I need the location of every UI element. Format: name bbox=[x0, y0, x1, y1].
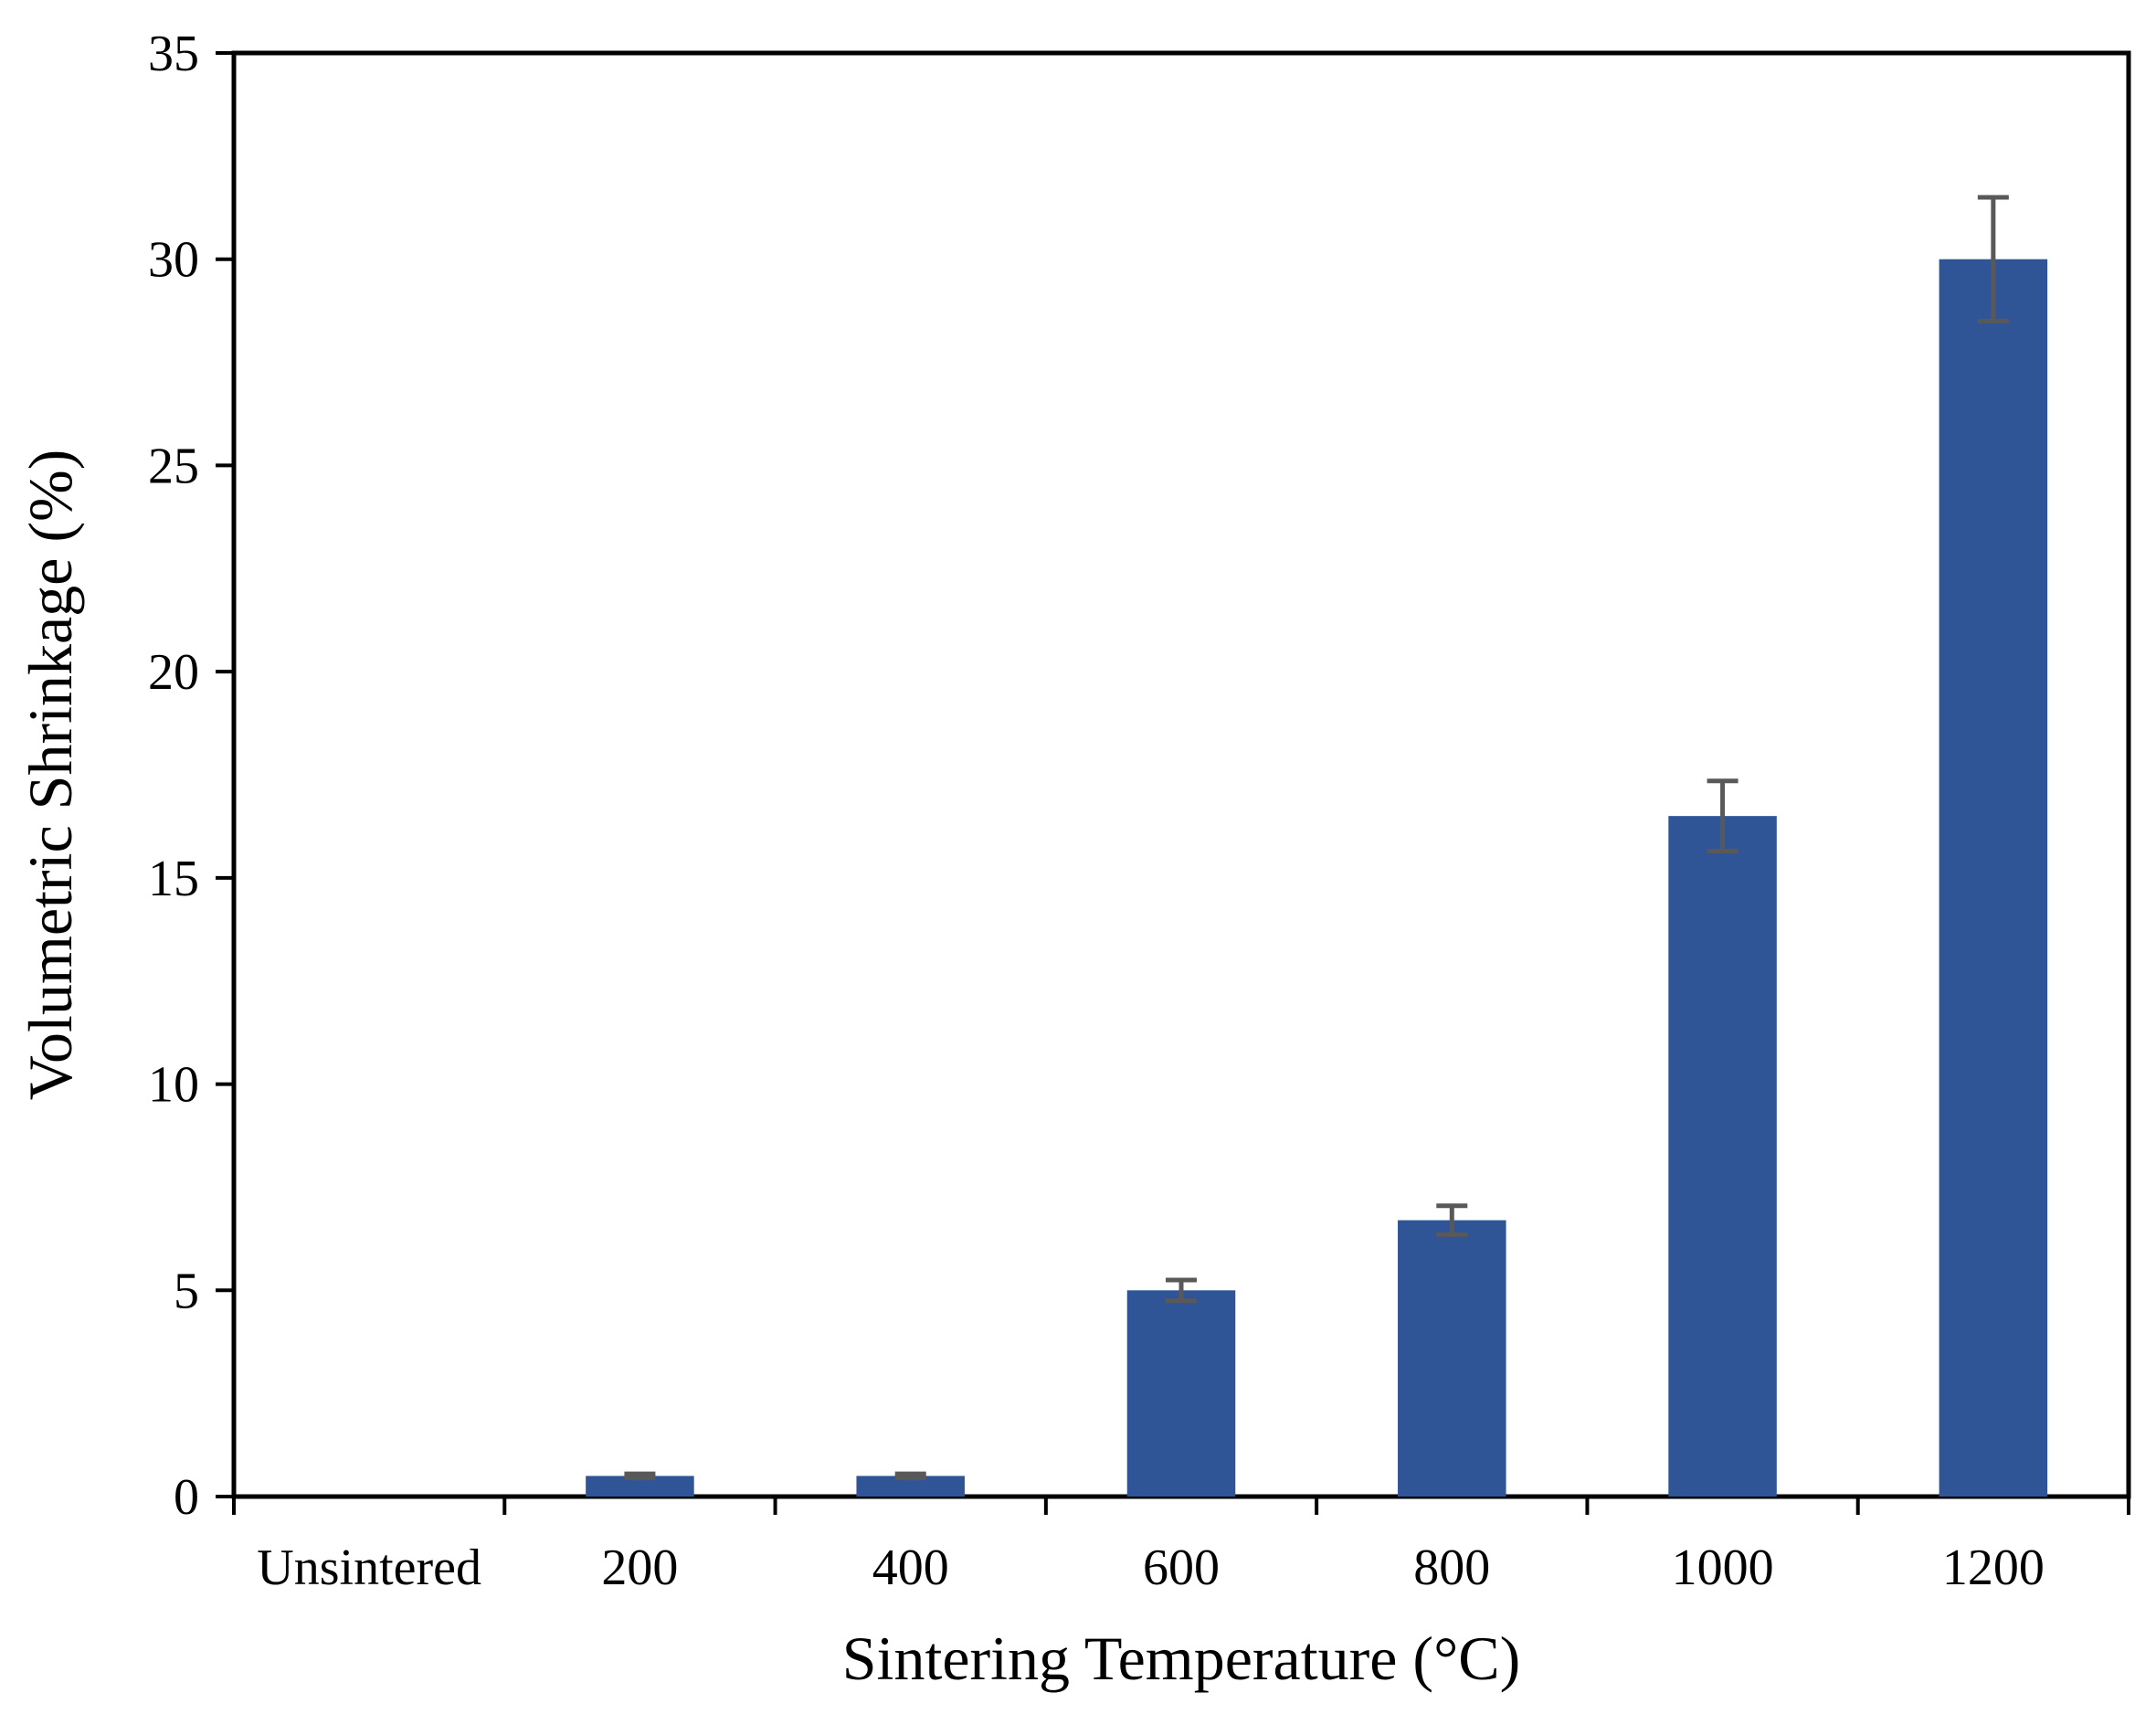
y-tick-label: 35 bbox=[148, 26, 199, 82]
bar bbox=[1126, 1290, 1236, 1497]
bar bbox=[586, 1476, 694, 1497]
bar bbox=[1939, 259, 2048, 1497]
y-tick-label: 25 bbox=[148, 438, 199, 494]
x-tick-label: 1200 bbox=[1942, 1539, 2045, 1596]
x-tick-label: 800 bbox=[1413, 1539, 1490, 1596]
y-axis: 0 5 10 15 20 25 30 35 bbox=[148, 26, 234, 1526]
x-tick-label: 600 bbox=[1143, 1539, 1220, 1596]
y-tick-label: 15 bbox=[148, 851, 199, 907]
x-tick-label: 200 bbox=[601, 1539, 678, 1596]
error-bars bbox=[624, 195, 2009, 1481]
bars bbox=[586, 259, 2048, 1497]
x-axis: Unsintered 200 400 600 800 1000 1200 bbox=[232, 1497, 2130, 1596]
y-tick-label: 10 bbox=[148, 1057, 199, 1114]
x-tick-label: Unsintered bbox=[257, 1539, 481, 1596]
x-tick-label: 400 bbox=[872, 1539, 949, 1596]
bar bbox=[856, 1476, 965, 1497]
y-tick-label: 30 bbox=[148, 232, 199, 289]
y-tick-label: 20 bbox=[148, 644, 199, 701]
y-tick-label: 0 bbox=[174, 1469, 199, 1526]
y-tick-label: 5 bbox=[174, 1263, 199, 1319]
y-axis-title: Volumetric Shrinkage (%) bbox=[16, 450, 85, 1101]
x-axis-title: Sintering Temperature (°C) bbox=[842, 1624, 1521, 1693]
bar bbox=[1398, 1220, 1506, 1497]
bar bbox=[1668, 816, 1777, 1497]
x-tick-label: 1000 bbox=[1672, 1539, 1774, 1596]
